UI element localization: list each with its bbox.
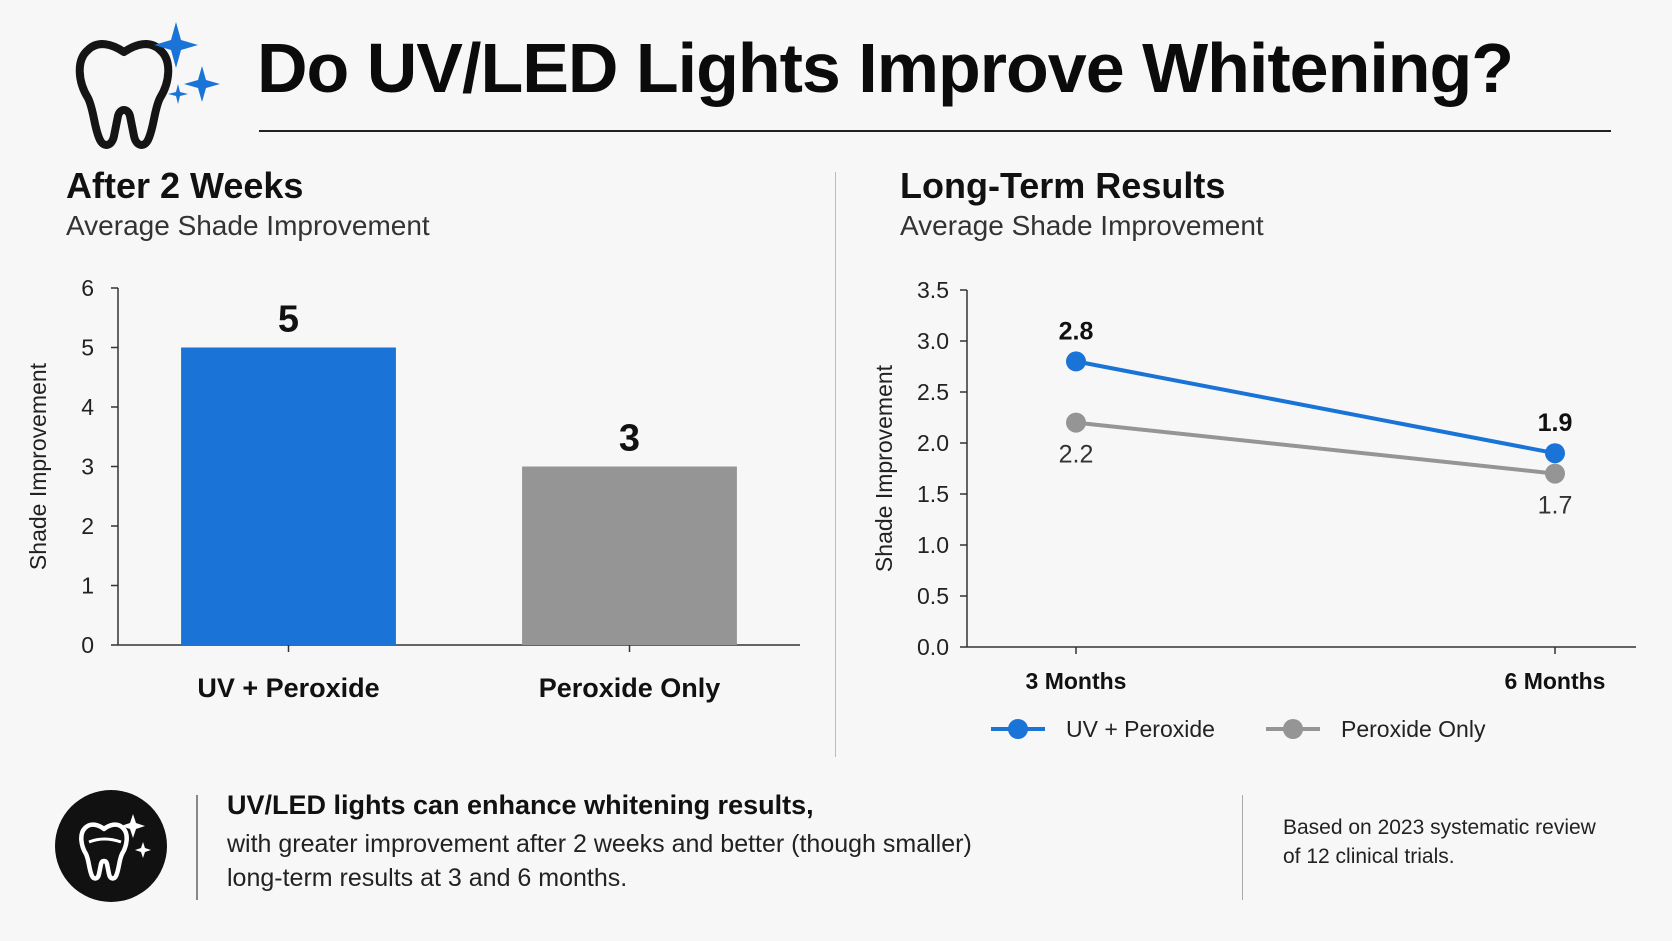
y-axis-label: Shade Improvement xyxy=(25,362,51,570)
page-title: Do UV/LED Lights Improve Whitening? xyxy=(257,29,1514,107)
data-point xyxy=(1066,412,1086,433)
x-tick-label: Peroxide Only xyxy=(539,673,721,703)
y-axis-label: Shade Improvement xyxy=(871,364,897,572)
y-tick-label: 0.0 xyxy=(917,634,949,660)
tooth-sparkle-badge-icon xyxy=(55,790,167,902)
line-chart: 0.0 0.5 1.0 1.5 2.0 2.5 3.0 3.5 Shade Improvemen… xyxy=(871,277,1636,742)
y-tick-label: 4 xyxy=(81,394,94,420)
panel-divider xyxy=(835,172,836,757)
line-chart-title: Long-Term Results xyxy=(900,165,1226,206)
series-line xyxy=(1075,359,1556,456)
x-tick-label: 6 Months xyxy=(1505,668,1606,694)
x-tick-label: UV + Peroxide xyxy=(197,673,379,703)
data-label: 2.8 xyxy=(1059,317,1094,345)
data-point xyxy=(1066,351,1086,372)
line-chart-subtitle: Average Shade Improvement xyxy=(900,210,1264,241)
legend-label: Peroxide Only xyxy=(1341,716,1486,742)
bar-chart: 0 1 2 3 4 5 6 Shade Improvement 5 UV + Peroxide 3 P… xyxy=(25,275,800,703)
data-point xyxy=(1545,443,1565,464)
legend-label: UV + Peroxide xyxy=(1066,716,1215,742)
bar-value-label: 3 xyxy=(619,418,640,460)
y-tick-label: 2.0 xyxy=(917,430,949,456)
footer-divider xyxy=(1242,795,1243,900)
y-tick-label: 3.5 xyxy=(917,277,949,303)
footer-divider xyxy=(196,795,198,900)
footer-headline: UV/LED lights can enhance whitening resu… xyxy=(227,790,814,820)
legend-swatch-marker xyxy=(1008,719,1028,739)
tooth-sparkle-icon xyxy=(75,22,220,149)
source-note-line: of 12 clinical trials. xyxy=(1283,845,1455,868)
y-tick-label: 1.5 xyxy=(917,481,949,507)
bar-chart-subtitle: Average Shade Improvement xyxy=(66,210,430,241)
data-label: 1.9 xyxy=(1538,409,1573,437)
data-label: 1.7 xyxy=(1538,492,1573,520)
bar xyxy=(522,466,737,645)
y-tick-label: 3 xyxy=(81,454,94,480)
bar-chart-title: After 2 Weeks xyxy=(66,165,304,206)
y-tick-label: 2 xyxy=(81,513,94,539)
data-label: 2.2 xyxy=(1059,441,1094,469)
y-tick-label: 6 xyxy=(81,275,94,301)
y-tick-label: 1 xyxy=(81,573,94,599)
y-tick-label: 3.0 xyxy=(917,328,949,354)
y-tick-label: 0 xyxy=(81,632,94,658)
y-tick-label: 1.0 xyxy=(917,532,949,558)
y-tick-label: 5 xyxy=(81,335,94,361)
data-point xyxy=(1545,463,1565,484)
legend-swatch-marker xyxy=(1283,719,1303,739)
footer-body-line: long-term results at 3 and 6 months. xyxy=(227,864,628,892)
bar-value-label: 5 xyxy=(278,299,299,341)
header-divider xyxy=(259,130,1611,132)
series-line xyxy=(1075,420,1556,476)
y-tick-label: 2.5 xyxy=(917,379,949,405)
x-tick-label: 3 Months xyxy=(1026,668,1127,694)
source-note-line: Based on 2023 systematic review xyxy=(1283,816,1596,839)
bar xyxy=(181,347,396,645)
y-tick-label: 0.5 xyxy=(917,583,949,609)
footer-body-line: with greater improvement after 2 weeks a… xyxy=(227,830,972,858)
